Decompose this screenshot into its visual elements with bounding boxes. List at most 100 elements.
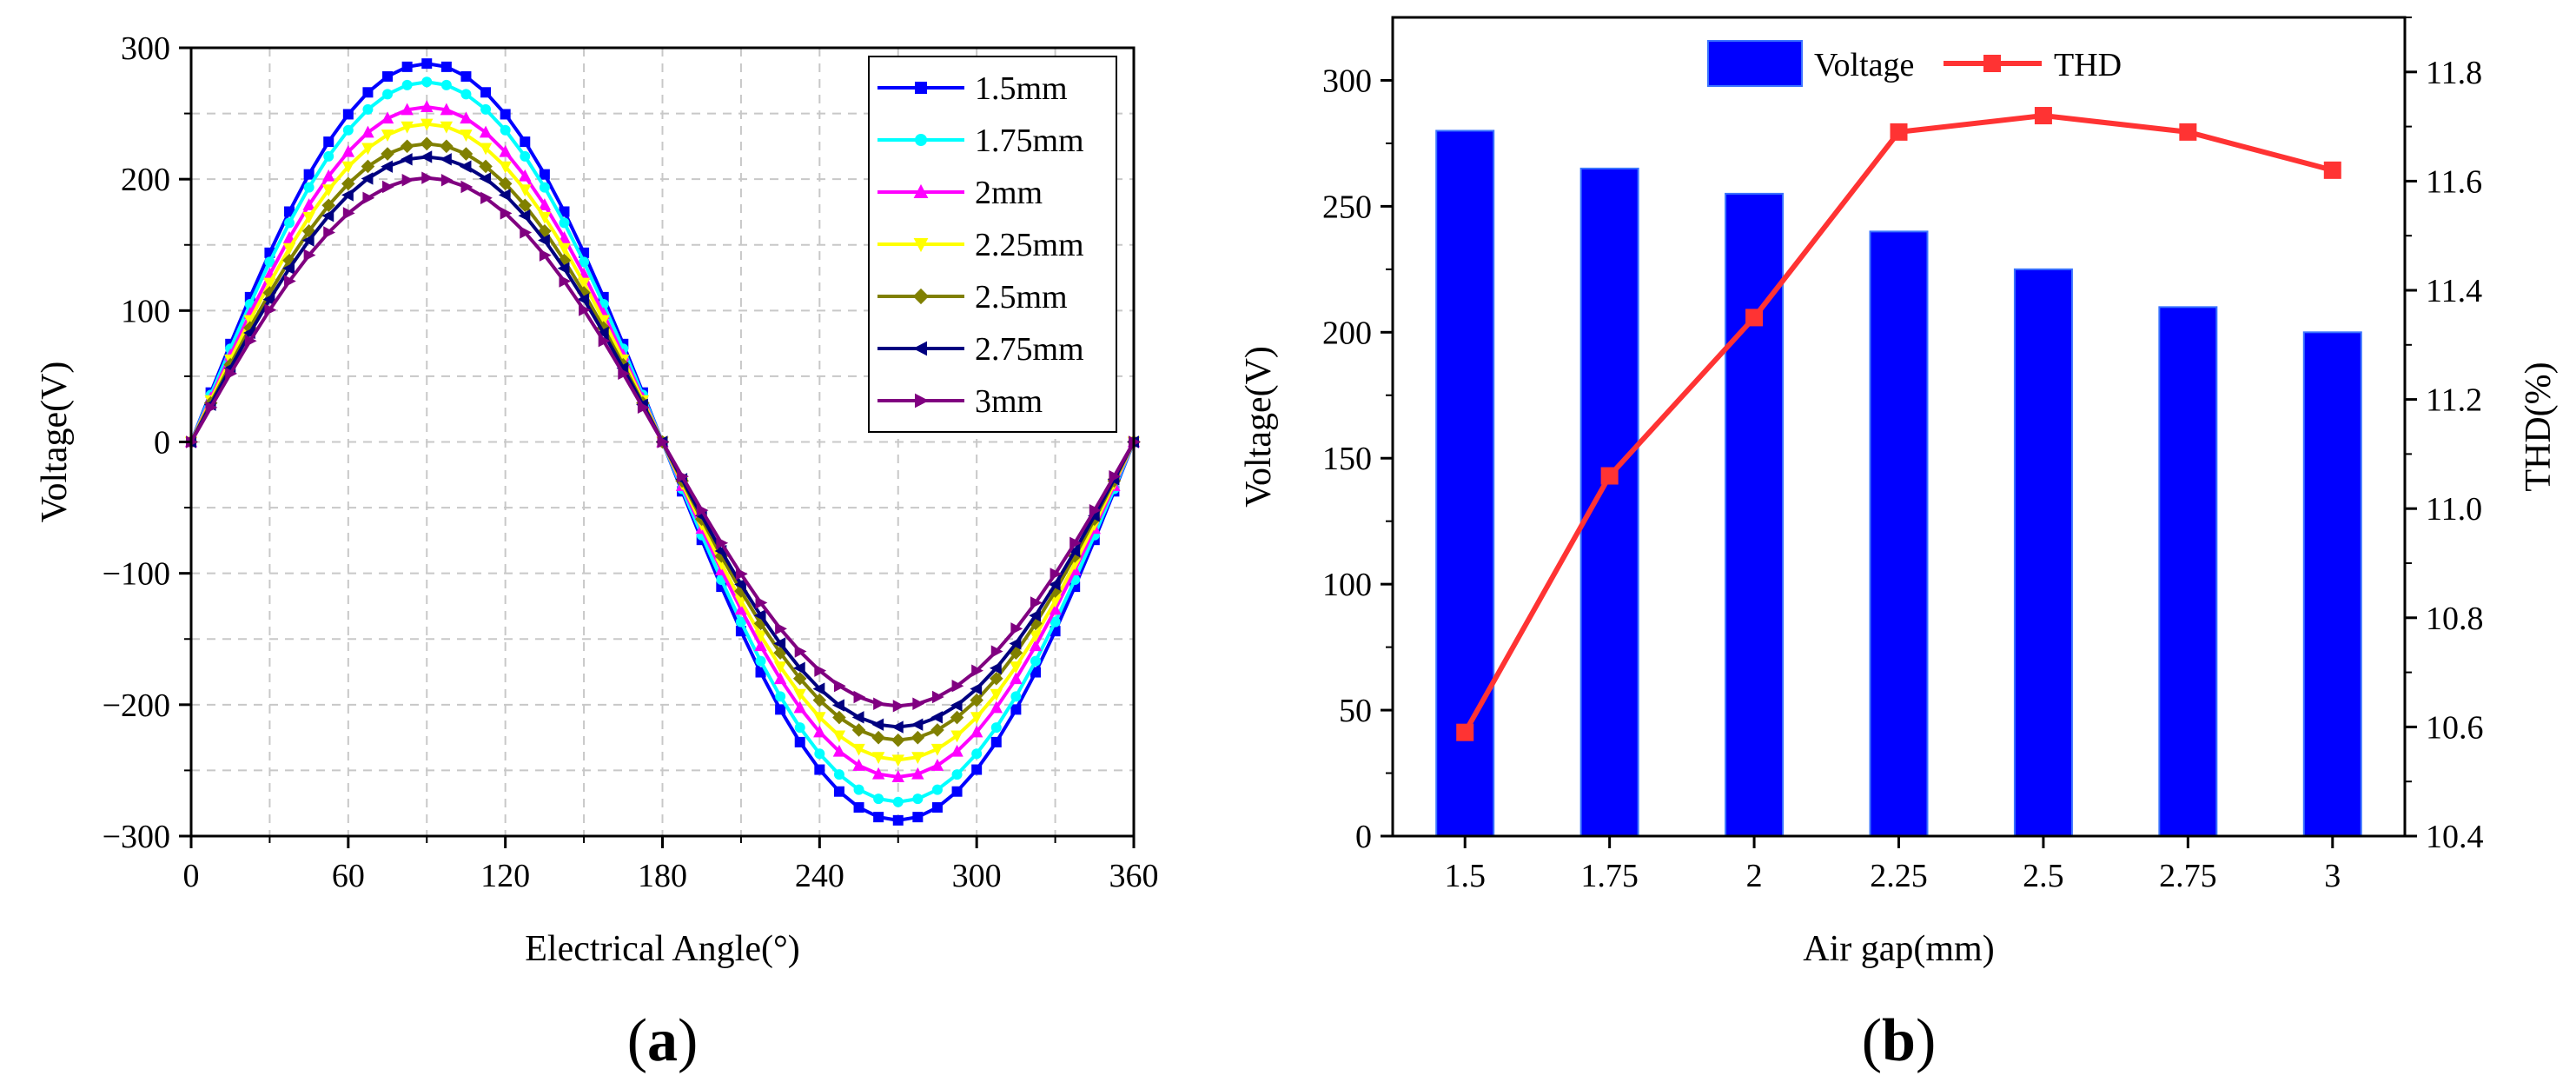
legend-entry: 1.75mm [877, 123, 1084, 159]
y2-tick-label: 11.0 [2426, 491, 2482, 528]
data-point [440, 79, 452, 90]
data-point [931, 802, 943, 813]
data-point [244, 335, 257, 348]
data-point [520, 136, 531, 148]
data-point [303, 249, 316, 262]
data-point [401, 61, 413, 72]
data-point [361, 125, 374, 138]
data-point [1010, 704, 1022, 715]
y2-tick-label: 10.4 [2426, 819, 2484, 855]
data-point [773, 637, 786, 650]
data-point [282, 253, 296, 268]
data-point [990, 701, 1003, 714]
data-point [990, 645, 1003, 658]
x-tick-label: 2.25 [1870, 858, 1928, 894]
data-point [873, 812, 884, 823]
data-point [480, 87, 492, 98]
legend-entry: 2.5mm [877, 279, 1068, 315]
data-point [262, 286, 277, 300]
data-point [341, 144, 355, 157]
legend-label: 2.75mm [975, 331, 1084, 368]
data-point [892, 796, 904, 807]
data-point [1010, 622, 1023, 635]
chart-b-panel-label: (b) [1862, 1007, 1937, 1074]
data-point [794, 736, 805, 747]
data-point [302, 198, 315, 210]
data-point [950, 710, 964, 725]
legend-label: 1.75mm [975, 123, 1084, 159]
data-point [773, 672, 787, 685]
x-tick-label: 180 [638, 858, 687, 894]
bar-1.5 [1435, 129, 1495, 837]
data-point [518, 209, 531, 222]
data-point [735, 568, 748, 581]
data-point [950, 730, 964, 743]
thd-point [2034, 107, 2052, 125]
data-point [852, 743, 865, 756]
x-tick-label: 120 [480, 858, 530, 894]
data-point [323, 136, 334, 148]
data-point [341, 176, 355, 191]
legend-entry: 2mm [877, 175, 1043, 211]
data-point [989, 671, 1003, 686]
data-point [440, 103, 454, 116]
data-point [775, 691, 786, 702]
data-point [460, 70, 472, 82]
data-point [303, 182, 315, 193]
data-point [1010, 691, 1022, 702]
data-point [1048, 578, 1061, 591]
chart-b-thd-line [1456, 107, 2341, 741]
legend-label: 2.25mm [975, 227, 1084, 263]
data-point [950, 744, 964, 757]
data-point [1049, 602, 1062, 615]
chart-b-panel-label-letter: b [1882, 1007, 1916, 1074]
data-point [460, 89, 472, 100]
data-point [362, 191, 375, 204]
y2-tick-label: 10.6 [2426, 709, 2484, 746]
data-point [833, 786, 844, 797]
legend-label: Voltage [1814, 47, 1914, 83]
x-tick-label: 2 [1746, 858, 1763, 894]
data-point [498, 189, 511, 202]
data-point [735, 616, 746, 628]
data-point [480, 103, 492, 115]
data-point [479, 143, 493, 156]
chart-a-panel-label-close: ) [678, 1007, 698, 1074]
data-point [853, 690, 866, 704]
data-point [421, 58, 433, 70]
data-point [519, 184, 532, 197]
data-point [970, 693, 983, 707]
data-point [813, 712, 826, 725]
data-point [814, 764, 825, 775]
data-point [618, 367, 631, 381]
legend-entry-voltage: Voltage [1707, 40, 1914, 87]
data-point [361, 143, 374, 156]
data-point [755, 667, 766, 678]
data-point [421, 76, 433, 88]
data-point [930, 759, 944, 771]
data-point [930, 743, 944, 756]
data-point [755, 655, 766, 667]
data-point [911, 752, 924, 764]
data-point [321, 209, 334, 222]
data-point [1109, 469, 1122, 483]
data-point [892, 700, 905, 713]
data-point [480, 191, 493, 204]
data-point [499, 144, 512, 157]
data-point [754, 639, 767, 652]
data-point [794, 645, 807, 658]
data-point [1009, 637, 1022, 650]
legend-marker [1983, 55, 2001, 72]
chart-b-panel-label-close: ) [1916, 1007, 1936, 1074]
data-point [971, 664, 983, 677]
data-point [814, 748, 825, 760]
y-tick-label: 0 [154, 425, 170, 461]
data-point [754, 630, 767, 642]
data-point [793, 701, 806, 714]
data-point [912, 697, 925, 710]
bar-2 [1725, 192, 1785, 837]
data-point [362, 87, 374, 98]
data-point [479, 125, 493, 138]
data-point [440, 61, 452, 72]
